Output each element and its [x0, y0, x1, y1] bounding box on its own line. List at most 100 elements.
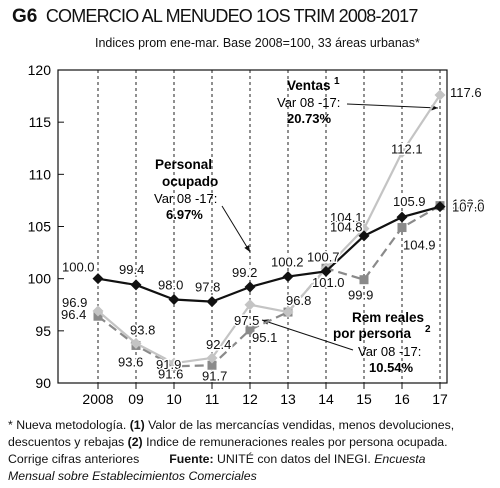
title-row: G6 COMERCIO AL MENUDEO 1OS TRIM 2008-201… [12, 6, 418, 28]
annotation-personal: Personal ocupado Var 08 -17: 6.97% [154, 157, 218, 222]
data-label-rem-09: 93.6 [118, 354, 143, 369]
footnote-line-2: descuentos y rebajas (2) Indice de remun… [8, 434, 494, 451]
point-ventas-11 [206, 352, 218, 364]
data-label-rem-2008: 96.4 [61, 307, 86, 322]
annotation-personal-title-1: Personal [155, 157, 212, 172]
x-tick-label-2008: 2008 [82, 391, 113, 407]
x-tick-label-14: 14 [318, 391, 334, 407]
data-label-personal-11: 97.8 [195, 280, 220, 295]
series-line-rem [97, 204, 441, 368]
data-label-rem-12: 95.1 [252, 330, 277, 345]
footnote-def-1: Valor de las mercancías vendidas, menos … [144, 418, 455, 432]
y-tick-label-120: 120 [28, 62, 52, 78]
x-tick-label-12: 12 [242, 391, 258, 407]
data-label-ventas-15: 104.8 [330, 220, 363, 235]
data-label-ventas-12: 97.5 [234, 313, 259, 328]
point-ventas-2008 [92, 305, 104, 317]
data-label-rem-16: 104.9 [403, 238, 436, 253]
footnote-line-4: Mensual sobre Establecimientos Comercial… [8, 469, 257, 483]
data-label-rem-10: 91.6 [158, 366, 183, 381]
footnote-def-2: Indice de remuneraciones reales por pers… [142, 435, 448, 449]
point-rem-16 [397, 223, 407, 233]
y-tick-label-90: 90 [35, 375, 51, 391]
annotation-ventas-var-label: Var 08 -17: [277, 95, 340, 110]
footnote: * Nueva metodología. (1) Valor de las me… [8, 417, 494, 485]
data-label-personal-17: 106.9 [452, 197, 485, 212]
point-ventas-16 [396, 146, 408, 158]
point-personal-14 [320, 265, 332, 277]
annotation-ventas-var-value: 20.73% [287, 111, 332, 126]
annotation-personal-var-value: 6.97% [166, 207, 203, 222]
point-ventas-15 [358, 223, 370, 235]
annotation-ventas-superscript: 1 [334, 76, 340, 87]
y-tick-label-105: 105 [28, 219, 52, 235]
annotation-rem-var-label: Var 08 -17: [358, 344, 421, 359]
data-label-personal-13: 100.2 [271, 255, 304, 270]
data-label-ventas-16: 112.1 [391, 141, 423, 156]
footnote-source-italic: Encuesta [374, 452, 426, 466]
arrow-personal-head [244, 245, 250, 252]
point-personal-17 [434, 201, 446, 213]
footnote-def-1-cont: descuentos y rebajas [8, 435, 128, 449]
point-personal-13 [282, 271, 294, 283]
arrow-rem [261, 319, 354, 351]
x-tick-label-13: 13 [280, 391, 296, 407]
x-tick-label-16: 16 [394, 391, 410, 407]
data-label-ventas-17: 117.6 [450, 85, 482, 100]
annotation-rem: Rem reales por persona 2 Var 08 -17: 10.… [333, 310, 431, 375]
annotation-personal-title-2: ocupado [162, 174, 218, 189]
data-label-ventas-09: 93.8 [130, 322, 155, 337]
x-tick-label-10: 10 [166, 391, 182, 407]
chart-subtitle: Indices prom ene-mar. Base 2008=100, 33 … [95, 36, 420, 50]
point-ventas-10 [168, 357, 180, 369]
footnote-source-label: Fuente: [169, 452, 214, 466]
y-tick-label-110: 110 [29, 166, 52, 182]
x-tick-label-11: 11 [205, 391, 220, 407]
x-tick-label-17: 17 [432, 391, 448, 407]
point-personal-16 [396, 211, 408, 223]
data-labels-layer: 100.0 99.4 98.0 97.8 99.2 100.2 100.7 104.1 105.… [60, 84, 487, 385]
annotation-rem-superscript: 2 [425, 324, 431, 335]
data-label-ventas-2008: 96.9 [62, 295, 87, 310]
arrow-personal [221, 205, 251, 253]
series-line-personal [97, 205, 441, 303]
data-label-personal-16: 105.9 [393, 194, 426, 209]
point-rem-12 [245, 325, 255, 335]
point-ventas-17 [434, 89, 446, 101]
point-personal-11 [206, 296, 218, 308]
data-label-personal-09: 99.4 [119, 262, 144, 277]
data-label-personal-14: 100.7 [307, 249, 340, 264]
point-personal-12 [244, 281, 256, 293]
footnote-ref-2: (2) [127, 435, 143, 449]
footnote-line-1: * Nueva metodología. (1) Valor de las me… [8, 417, 494, 434]
annotation-rem-title-1: Rem reales [352, 310, 424, 325]
series-layer [92, 89, 446, 371]
point-personal-09 [130, 279, 142, 291]
point-personal-2008 [92, 273, 104, 285]
data-label-personal-15: 104.1 [330, 210, 363, 225]
data-label-rem-17: 107.0 [452, 200, 485, 215]
arrow-ventas [346, 103, 439, 109]
annotation-rem-title-2: por persona [333, 326, 412, 341]
y-tick-label-115: 115 [29, 114, 52, 130]
data-label-ventas-13: 96.8 [286, 293, 311, 308]
y-tick-label-100: 100 [28, 271, 52, 287]
footnote-source-text: UNITÉ con datos del INEGI. [213, 452, 375, 466]
point-rem-11 [207, 360, 217, 370]
data-label-ventas-10: 91.9 [156, 357, 181, 372]
series-line-ventas [97, 94, 441, 365]
x-tick-label-15: 15 [356, 391, 372, 407]
annotation-personal-var-label: Var 08 -17: [154, 191, 217, 206]
footnote-ref-1: (1) [129, 418, 145, 432]
data-label-personal-10: 98.0 [158, 278, 183, 293]
data-label-rem-15: 99.9 [348, 288, 373, 303]
data-label-personal-12: 99.2 [232, 265, 257, 280]
annotation-rem-var-value: 10.54% [369, 360, 414, 375]
annotation-ventas: Ventas 1 Var 08 -17: 20.73% [277, 76, 340, 126]
data-label-rem-11: 91.7 [202, 368, 227, 383]
chart-title: COMERCIO AL MENUDEO 1OS TRIM 2008-2017 [45, 6, 419, 26]
figure-code: G6 [12, 6, 38, 27]
x-tick-label-09: 09 [128, 391, 144, 407]
footnote-methodology: * Nueva metodología. [8, 418, 130, 432]
